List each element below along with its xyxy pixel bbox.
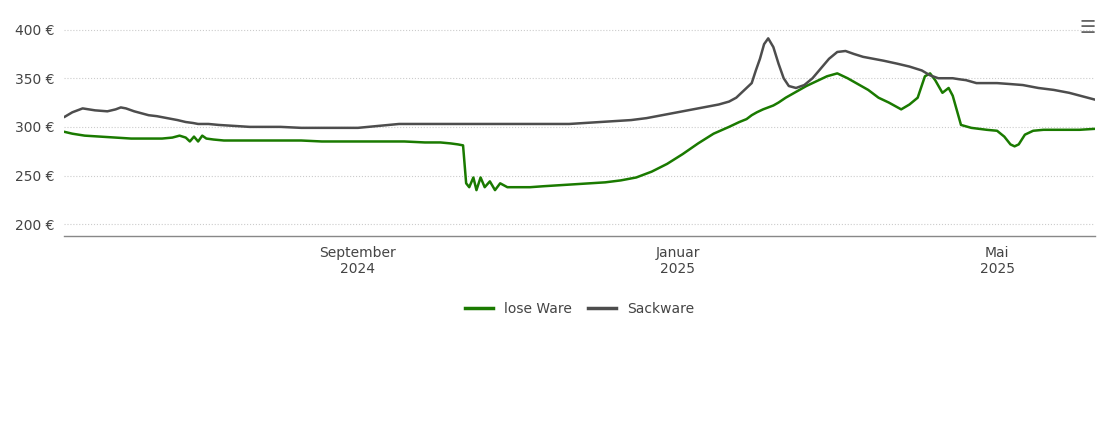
- Legend: lose Ware, Sackware: lose Ware, Sackware: [460, 297, 699, 321]
- Text: ☰: ☰: [1079, 19, 1096, 37]
